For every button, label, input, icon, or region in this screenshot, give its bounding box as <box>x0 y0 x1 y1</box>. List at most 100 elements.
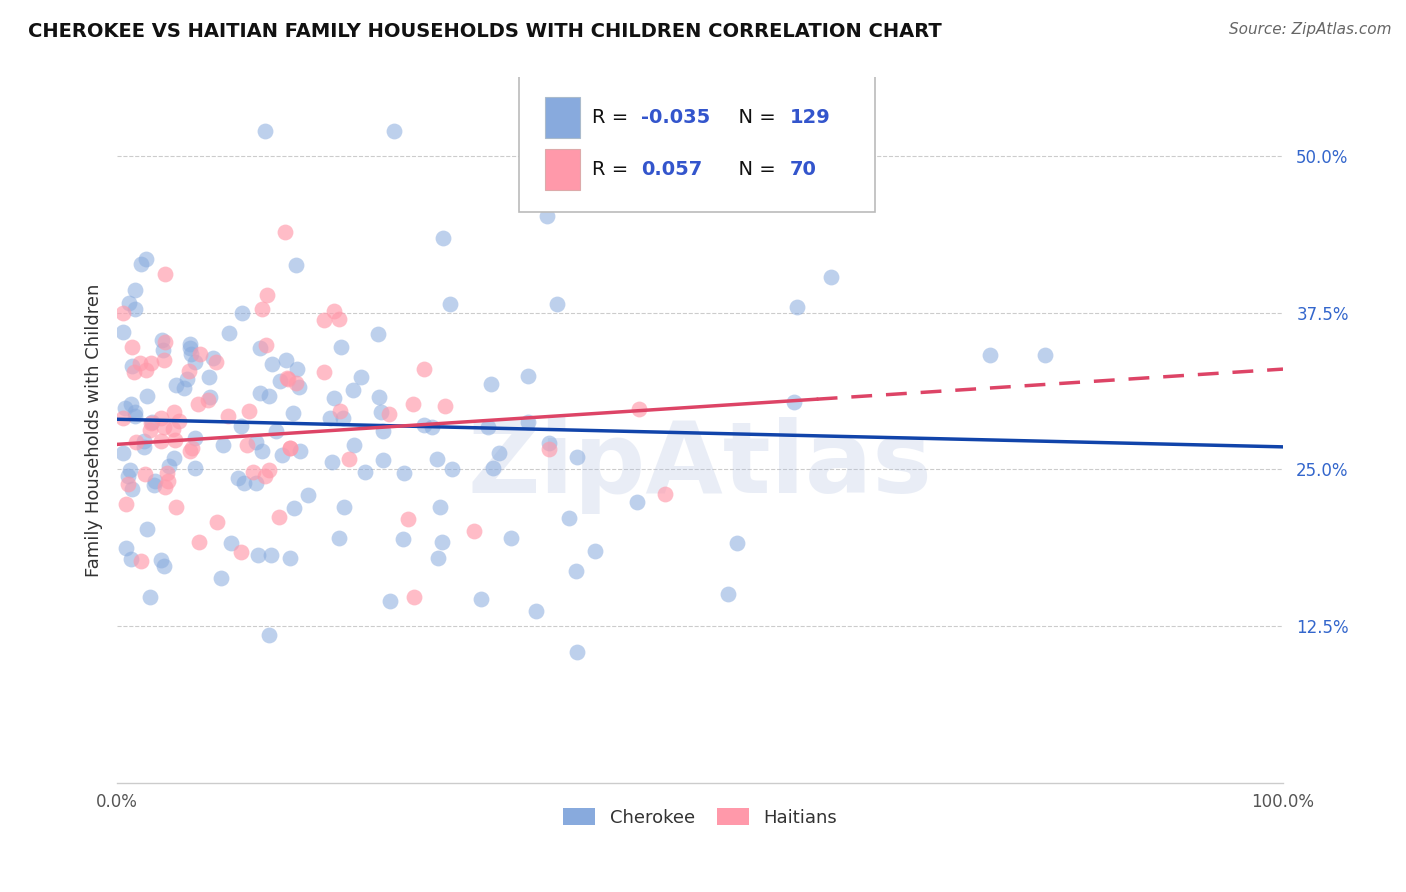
Point <box>111 305 134 319</box>
Point <box>111 411 134 425</box>
Text: 129: 129 <box>790 108 831 128</box>
Point <box>236 438 259 452</box>
Point <box>124 365 146 379</box>
Point <box>165 500 187 514</box>
Point <box>488 445 510 459</box>
Point <box>538 442 561 457</box>
Point <box>260 549 283 563</box>
Point <box>479 376 502 391</box>
Point <box>118 296 141 310</box>
Point <box>558 511 581 525</box>
Point <box>157 474 180 488</box>
Point <box>426 551 449 566</box>
Point <box>337 451 360 466</box>
Point <box>433 399 456 413</box>
Point <box>259 628 281 642</box>
Point <box>254 469 277 483</box>
Point <box>226 471 249 485</box>
Point <box>150 552 173 566</box>
Point <box>322 304 344 318</box>
Point <box>152 558 174 573</box>
Point <box>205 515 228 529</box>
Point <box>260 357 283 371</box>
Point <box>201 351 224 366</box>
Point <box>373 453 395 467</box>
Point <box>499 532 522 546</box>
Point <box>179 341 201 355</box>
Point <box>121 482 143 496</box>
Point <box>253 124 276 138</box>
Point <box>312 313 335 327</box>
Point <box>342 383 364 397</box>
Point <box>169 414 191 428</box>
Point <box>271 448 294 462</box>
Point <box>153 352 176 367</box>
Point <box>333 500 356 514</box>
Point <box>250 444 273 458</box>
Point <box>429 500 451 514</box>
Point <box>979 348 1001 362</box>
Point <box>249 385 271 400</box>
Point <box>180 347 202 361</box>
Point <box>477 419 499 434</box>
Point <box>129 257 152 271</box>
Point <box>312 364 335 378</box>
Point <box>276 371 298 385</box>
Point <box>149 434 172 449</box>
Point <box>565 565 588 579</box>
Point <box>378 594 401 608</box>
Point <box>132 441 155 455</box>
Point <box>470 591 492 606</box>
Point <box>142 478 165 492</box>
Point <box>283 406 305 420</box>
Point <box>121 359 143 373</box>
Point <box>321 455 343 469</box>
Point <box>246 548 269 562</box>
Point <box>135 363 157 377</box>
Point <box>288 380 311 394</box>
Point <box>439 296 461 310</box>
Text: 0.057: 0.057 <box>641 160 702 178</box>
Point <box>173 380 195 394</box>
Point <box>537 436 560 450</box>
Point <box>124 409 146 423</box>
Point <box>132 434 155 448</box>
Point <box>285 362 308 376</box>
Point <box>163 433 186 447</box>
Text: R =: R = <box>592 108 634 128</box>
Point <box>229 418 252 433</box>
Point <box>157 458 180 473</box>
Point <box>297 488 319 502</box>
Point <box>197 393 219 408</box>
Point <box>112 445 135 459</box>
Point <box>162 421 184 435</box>
Point <box>350 370 373 384</box>
Point <box>165 377 187 392</box>
Point <box>124 302 146 317</box>
Point <box>153 267 176 281</box>
Point <box>184 460 207 475</box>
Point <box>254 338 277 352</box>
Point <box>259 463 281 477</box>
FancyBboxPatch shape <box>519 74 875 211</box>
Point <box>274 353 297 368</box>
Text: 70: 70 <box>790 160 817 178</box>
Point <box>184 355 207 369</box>
Point <box>245 435 267 450</box>
Text: -0.035: -0.035 <box>641 108 710 128</box>
Point <box>269 374 291 388</box>
Point <box>354 465 377 479</box>
Point <box>120 463 142 477</box>
Point <box>277 372 299 386</box>
Point <box>1035 348 1057 362</box>
Point <box>786 300 808 314</box>
Point <box>441 462 464 476</box>
Point <box>187 535 209 549</box>
Point <box>114 401 136 416</box>
Point <box>330 340 353 354</box>
Point <box>204 355 226 369</box>
FancyBboxPatch shape <box>546 149 581 190</box>
Point <box>136 389 159 403</box>
Point <box>218 326 240 340</box>
Point <box>536 210 558 224</box>
